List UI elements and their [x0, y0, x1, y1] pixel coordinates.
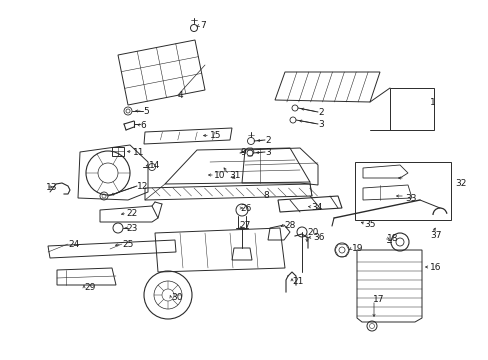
Bar [112, 147, 124, 156]
Bar [389, 88, 433, 130]
Text: 16: 16 [429, 262, 441, 271]
Text: 14: 14 [149, 161, 160, 170]
Text: 11: 11 [133, 148, 144, 157]
Text: 2: 2 [264, 135, 270, 144]
Text: 13: 13 [46, 183, 58, 192]
Text: 19: 19 [351, 243, 363, 252]
Text: 30: 30 [171, 293, 182, 302]
Text: 22: 22 [126, 208, 137, 217]
Text: 35: 35 [363, 220, 375, 229]
Text: 18: 18 [386, 234, 398, 243]
Text: 34: 34 [310, 202, 322, 212]
Text: 6: 6 [140, 121, 145, 130]
Text: 12: 12 [137, 181, 148, 190]
Text: 37: 37 [429, 230, 441, 239]
Text: 36: 36 [312, 233, 324, 242]
Text: 20: 20 [306, 228, 318, 237]
Text: 1: 1 [429, 98, 435, 107]
Text: 9: 9 [240, 148, 245, 157]
Bar [354, 162, 450, 220]
Text: 2: 2 [317, 108, 323, 117]
Text: 3: 3 [264, 148, 270, 157]
Text: 3: 3 [317, 120, 323, 129]
Text: 5: 5 [142, 107, 148, 116]
Text: 29: 29 [84, 283, 95, 292]
Text: 21: 21 [291, 278, 303, 287]
Text: 4: 4 [178, 90, 183, 99]
Text: 10: 10 [214, 171, 225, 180]
Text: 26: 26 [240, 203, 251, 212]
Text: 33: 33 [404, 194, 416, 202]
Text: 17: 17 [372, 296, 384, 305]
Text: 32: 32 [454, 179, 466, 188]
Text: 27: 27 [239, 220, 250, 230]
Text: 15: 15 [209, 131, 221, 140]
Text: 28: 28 [284, 220, 295, 230]
Text: 25: 25 [122, 239, 133, 248]
Text: 31: 31 [228, 171, 240, 180]
Text: 23: 23 [126, 224, 137, 233]
Text: 8: 8 [263, 190, 268, 199]
Text: 7: 7 [200, 21, 205, 30]
Text: 24: 24 [68, 239, 79, 248]
